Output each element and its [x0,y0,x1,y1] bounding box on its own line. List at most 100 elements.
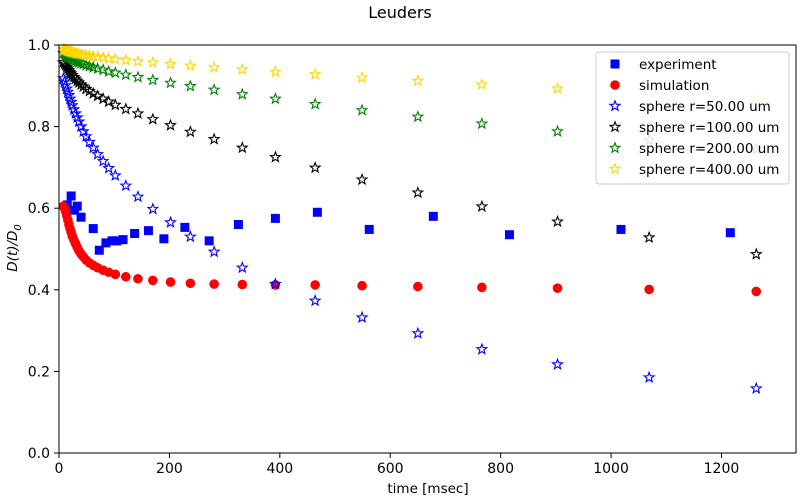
data-point [102,51,116,64]
data-point [66,191,76,201]
data-point [91,50,105,63]
data-point [268,65,282,78]
data-point [749,247,763,260]
data-point [183,79,197,92]
data-point [82,48,96,62]
legend-marker [608,120,622,133]
data-point [551,81,564,95]
data-point [159,234,169,244]
data-point [475,199,489,213]
data-point [411,326,425,339]
data-point [355,103,369,116]
series-5 [56,42,763,104]
legend-marker [610,80,620,90]
data-point [63,92,77,105]
data-point [164,118,177,131]
x-tick-label: 800 [487,461,514,477]
data-point [235,141,249,154]
y-tick-label: 1.0 [28,38,50,54]
data-point [108,98,122,111]
data-point [146,55,160,69]
data-point [183,59,197,72]
legend-label: sphere r=50.00 um [639,99,771,115]
x-tick-label: 200 [156,461,183,477]
y-tick-label: 0.8 [28,120,50,136]
y-axis-label: D(t)/D0 [5,224,24,272]
data-point [364,224,374,234]
legend-label: sphere r=400.00 um [639,162,779,178]
data-point [551,357,564,370]
data-point [209,279,219,289]
data-point [308,97,322,110]
legend-label: sphere r=200.00 um [639,141,779,157]
data-point [72,201,82,211]
data-point [475,77,489,91]
data-point [108,168,122,182]
data-point [616,224,626,234]
data-point [146,73,160,86]
data-point [268,150,282,163]
y-tick-label: 0.6 [28,201,50,217]
series-2 [56,71,763,395]
data-marks [56,42,763,395]
data-point [102,161,116,174]
data-point [355,310,369,324]
legend-box [595,51,790,185]
data-point [76,124,90,137]
data-point [355,172,369,186]
data-point [235,261,249,274]
legend-label: sphere r=100.00 um [639,120,779,136]
data-point [411,110,425,123]
data-point [233,220,243,230]
data-point [91,89,105,102]
data-point [504,230,514,240]
x-axis-label: time [msec] [387,481,468,497]
chart-title: Leuders [368,3,432,22]
data-point [204,236,214,246]
data-point [82,135,96,148]
data-point [62,63,76,76]
data-point [551,214,564,228]
data-point [207,83,221,96]
data-point [108,52,122,65]
data-point [79,58,93,71]
data-point [131,54,145,67]
data-point [59,78,73,91]
data-point [143,226,153,236]
data-point [61,61,75,75]
data-point [551,124,564,137]
data-point [270,213,280,223]
legend: experiment simulation sphere r=50.00 um sph… [595,51,790,185]
series-3 [56,55,763,260]
data-point [308,294,322,307]
x-tick-label: 600 [377,461,404,477]
data-point [131,190,145,203]
data-point [475,116,489,130]
legend-label: experiment [639,57,717,73]
legend-marker [608,141,622,154]
data-point [268,92,282,105]
data-point [146,202,160,215]
data-point [146,112,160,125]
data-point [207,132,221,145]
data-point [642,230,656,244]
data-point [180,222,190,232]
data-point [56,71,70,84]
data-point [133,273,143,284]
data-point [355,70,369,84]
data-point [118,235,128,245]
data-point [237,279,248,290]
x-axis: 0 200 400 600 800 1000 1200 [55,453,739,477]
data-point [552,283,563,293]
data-point [61,85,75,98]
data-point [96,92,110,105]
data-point [130,228,140,238]
data-point [119,178,133,192]
data-point [183,125,197,138]
y-axis: 0.0 0.2 0.4 0.6 0.8 1.0 [28,38,59,462]
legend-marker [608,99,622,112]
data-point [96,63,110,76]
data-point [644,284,654,295]
series-1 [58,201,762,297]
data-point [312,207,322,217]
